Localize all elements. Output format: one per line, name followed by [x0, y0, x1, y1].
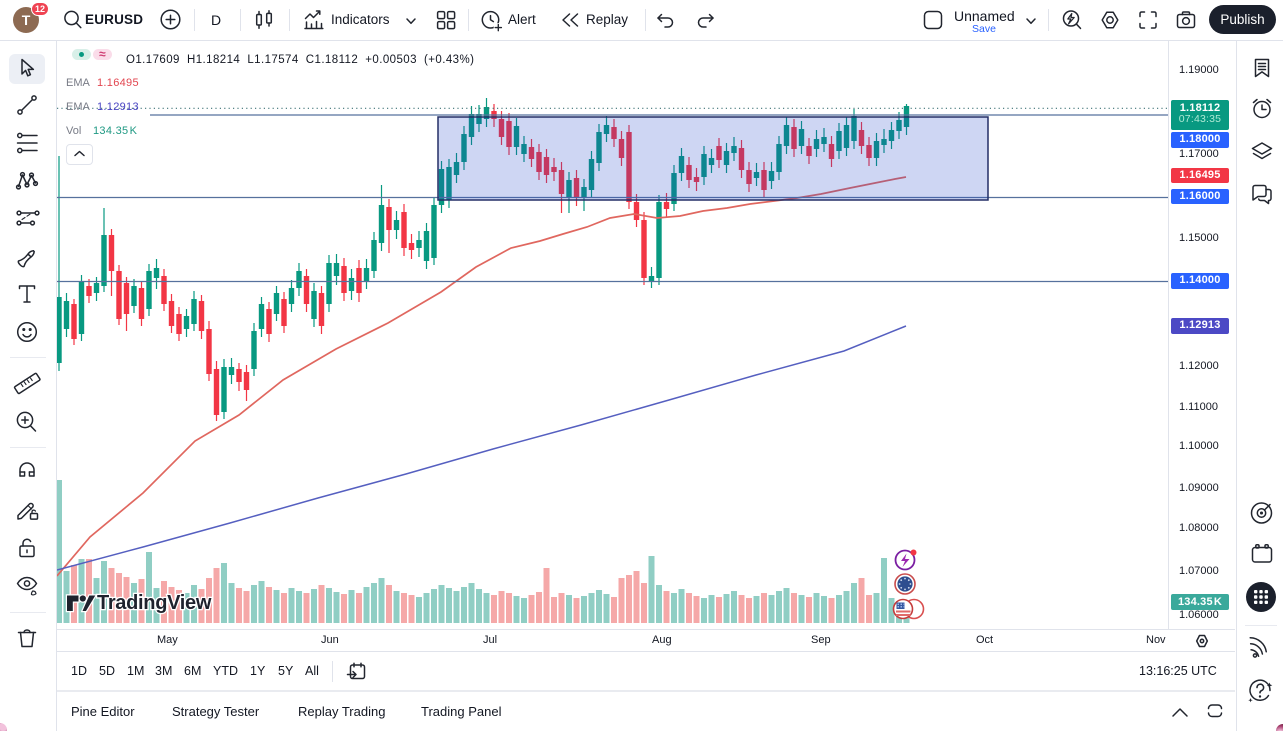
svg-text:TradingView: TradingView: [97, 592, 212, 614]
